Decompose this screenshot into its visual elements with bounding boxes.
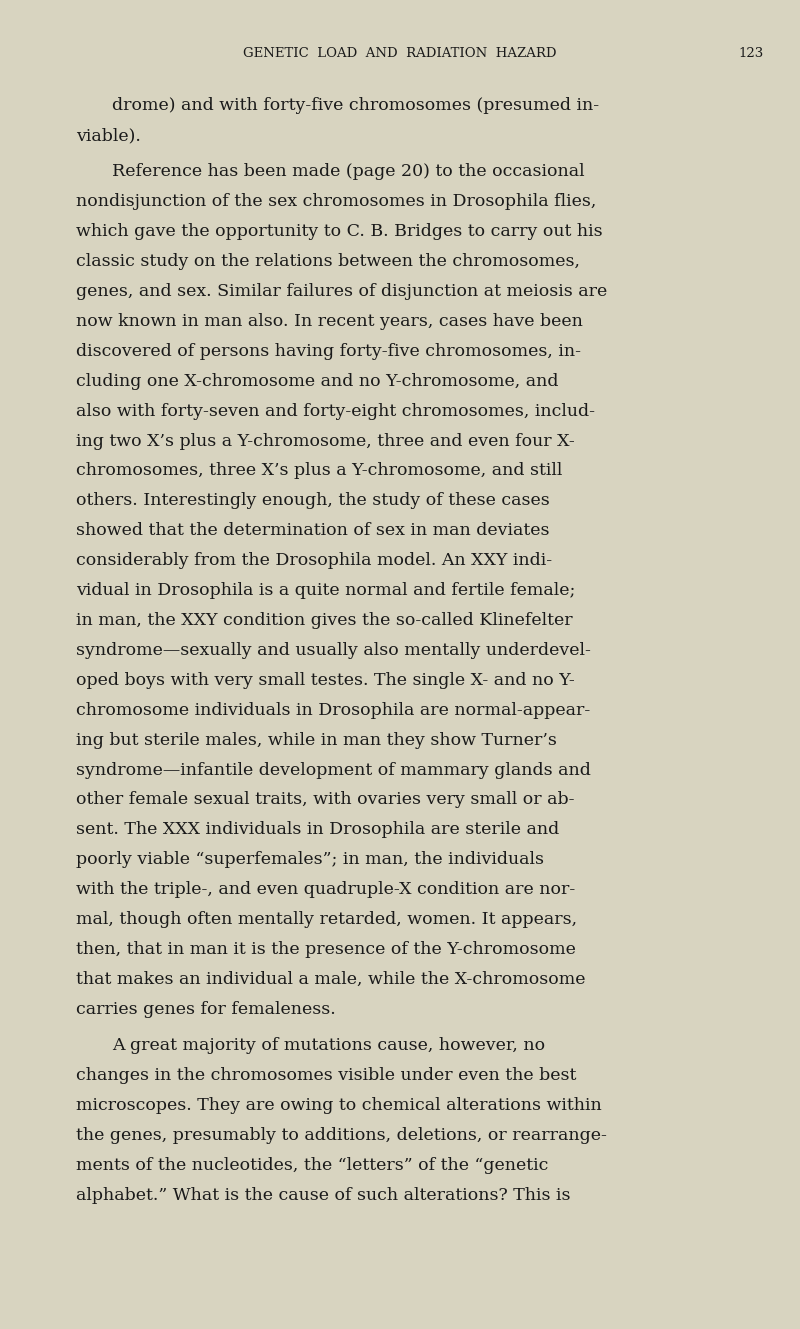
Text: the genes, presumably to additions, deletions, or rearrange-: the genes, presumably to additions, dele… — [76, 1127, 607, 1144]
Text: cluding one X-chromosome and no Y-chromosome, and: cluding one X-chromosome and no Y-chromo… — [76, 372, 558, 389]
Text: that makes an individual a male, while the X-chromosome: that makes an individual a male, while t… — [76, 970, 586, 987]
Text: now known in man also. In recent years, cases have been: now known in man also. In recent years, … — [76, 312, 583, 330]
Text: syndrome—sexually and usually also mentally underdevel-: syndrome—sexually and usually also menta… — [76, 642, 591, 659]
Text: which gave the opportunity to C. B. Bridges to carry out his: which gave the opportunity to C. B. Brid… — [76, 223, 602, 241]
Text: others. Interestingly enough, the study of these cases: others. Interestingly enough, the study … — [76, 492, 550, 509]
Text: drome) and with forty-five chromosomes (presumed in-: drome) and with forty-five chromosomes (… — [112, 97, 599, 114]
Text: also with forty-seven and forty-eight chromosomes, includ-: also with forty-seven and forty-eight ch… — [76, 403, 595, 420]
Text: 123: 123 — [738, 47, 764, 60]
Text: ing two X’s plus a Y-chromosome, three and even four X-: ing two X’s plus a Y-chromosome, three a… — [76, 432, 574, 449]
Text: syndrome—infantile development of mammary glands and: syndrome—infantile development of mammar… — [76, 762, 591, 779]
Text: viable).: viable). — [76, 128, 141, 144]
Text: oped boys with very small testes. The single X- and no Y-: oped boys with very small testes. The si… — [76, 671, 574, 688]
Text: vidual in Drosophila is a quite normal and fertile female;: vidual in Drosophila is a quite normal a… — [76, 582, 575, 599]
Text: genes, and sex. Similar failures of disjunction at meiosis are: genes, and sex. Similar failures of disj… — [76, 283, 607, 300]
Text: Reference has been made (page 20) to the occasional: Reference has been made (page 20) to the… — [112, 163, 585, 181]
Text: ing but sterile males, while in man they show Turner’s: ing but sterile males, while in man they… — [76, 731, 557, 748]
Text: poorly viable “superfemales”; in man, the individuals: poorly viable “superfemales”; in man, th… — [76, 851, 544, 868]
Text: carries genes for femaleness.: carries genes for femaleness. — [76, 1001, 336, 1018]
Text: chromosome individuals in Drosophila are normal-appear-: chromosome individuals in Drosophila are… — [76, 702, 590, 719]
Text: sent. The XXX individuals in Drosophila are sterile and: sent. The XXX individuals in Drosophila … — [76, 821, 559, 839]
Text: considerably from the Drosophila model. An XXY indi-: considerably from the Drosophila model. … — [76, 552, 552, 569]
Text: GENETIC  LOAD  AND  RADIATION  HAZARD: GENETIC LOAD AND RADIATION HAZARD — [243, 47, 557, 60]
Text: chromosomes, three X’s plus a Y-chromosome, and still: chromosomes, three X’s plus a Y-chromoso… — [76, 462, 562, 480]
Text: discovered of persons having forty-five chromosomes, in-: discovered of persons having forty-five … — [76, 343, 581, 360]
Text: ments of the nucleotides, the “letters” of the “genetic: ments of the nucleotides, the “letters” … — [76, 1156, 548, 1174]
Text: changes in the chromosomes visible under even the best: changes in the chromosomes visible under… — [76, 1067, 576, 1084]
Text: other female sexual traits, with ovaries very small or ab-: other female sexual traits, with ovaries… — [76, 791, 574, 808]
Text: classic study on the relations between the chromosomes,: classic study on the relations between t… — [76, 253, 580, 270]
Text: A great majority of mutations cause, however, no: A great majority of mutations cause, how… — [112, 1037, 545, 1054]
Text: alphabet.” What is the cause of such alterations? This is: alphabet.” What is the cause of such alt… — [76, 1187, 570, 1204]
Text: showed that the determination of sex in man deviates: showed that the determination of sex in … — [76, 522, 550, 540]
Text: mal, though often mentally retarded, women. It appears,: mal, though often mentally retarded, wom… — [76, 910, 577, 928]
Text: microscopes. They are owing to chemical alterations within: microscopes. They are owing to chemical … — [76, 1096, 602, 1114]
Text: with the triple-, and even quadruple-X condition are nor-: with the triple-, and even quadruple-X c… — [76, 881, 575, 898]
Text: then, that in man it is the presence of the Y-chromosome: then, that in man it is the presence of … — [76, 941, 576, 958]
Text: nondisjunction of the sex chromosomes in Drosophila flies,: nondisjunction of the sex chromosomes in… — [76, 194, 596, 210]
Text: in man, the XXY condition gives the so-called Klinefelter: in man, the XXY condition gives the so-c… — [76, 611, 573, 629]
